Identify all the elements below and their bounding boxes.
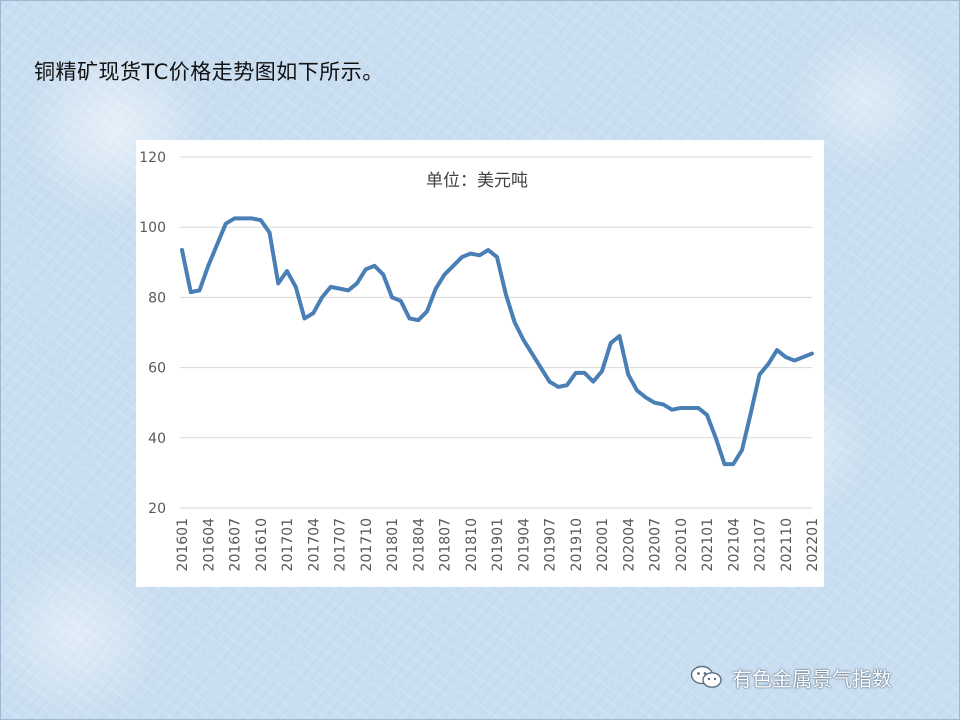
- x-tick-label: 201601: [175, 518, 191, 571]
- x-tick-label: 201907: [543, 518, 559, 571]
- x-tick-label: 202004: [621, 518, 637, 572]
- x-tick-label: 202107: [753, 518, 769, 571]
- series-line-tc-price: [180, 216, 814, 467]
- x-tick-label: 201701: [280, 518, 296, 571]
- wechat-icon: [690, 665, 722, 688]
- x-tick-label: 202201: [805, 518, 821, 571]
- chart-title: 单位：美元吨: [426, 171, 528, 191]
- x-tick-label: 201607: [228, 518, 244, 571]
- gridlines: [180, 156, 812, 509]
- y-tick-label: 20: [148, 501, 166, 517]
- x-tick-label: 202007: [648, 518, 664, 571]
- x-tick-label: 201910: [569, 518, 585, 571]
- y-tick-label: 80: [148, 290, 166, 306]
- x-tick-label: 201804: [411, 518, 427, 572]
- y-tick-label: 60: [148, 361, 166, 377]
- x-tick-label: 201707: [333, 518, 349, 571]
- page-title: 铜精矿现货TC价格走势图如下所示。: [34, 60, 384, 84]
- watermark-text: 有色金属景气指数: [732, 666, 892, 691]
- x-tick-label: 201801: [385, 518, 401, 571]
- x-tick-label: 201904: [516, 518, 532, 572]
- x-tick-label: 201807: [438, 518, 454, 571]
- x-tick-label: 202010: [674, 518, 690, 571]
- y-tick-label: 40: [148, 431, 166, 447]
- y-tick-label: 120: [139, 150, 166, 166]
- x-tick-label: 201810: [464, 518, 480, 571]
- x-axis-ticks: 201601 201604 201607 201610 201701 201704 2017…: [175, 518, 821, 572]
- x-tick-label: 202110: [779, 518, 795, 571]
- x-tick-label: 201704: [306, 518, 322, 572]
- y-axis-ticks: 20 40 60 80 100 120: [139, 150, 166, 517]
- x-tick-label: 201710: [359, 518, 375, 571]
- watermark: 有色金属景气指数: [690, 662, 892, 692]
- y-tick-label: 100: [139, 220, 166, 236]
- x-tick-label: 201610: [254, 518, 270, 571]
- x-tick-label: 202101: [700, 518, 716, 571]
- x-tick-label: 201604: [201, 518, 217, 572]
- x-tick-label: 201901: [490, 518, 506, 571]
- x-tick-label: 202001: [595, 518, 611, 571]
- chart-area: 20 40 60 80 100 120 201601 201604 201607 201610 2…: [136, 140, 824, 587]
- x-tick-label: 202104: [726, 518, 742, 572]
